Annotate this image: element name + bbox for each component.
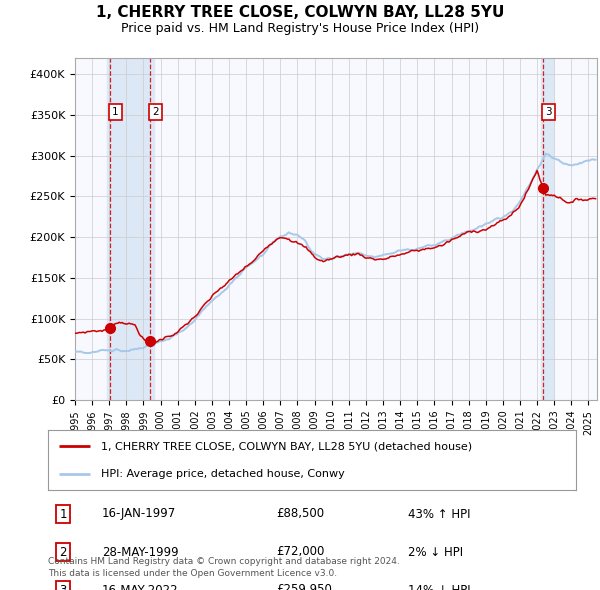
Text: 2% ↓ HPI: 2% ↓ HPI [408,546,463,559]
Text: 16-JAN-1997: 16-JAN-1997 [102,507,176,520]
Text: 1: 1 [59,507,67,520]
Text: HPI: Average price, detached house, Conwy: HPI: Average price, detached house, Conw… [101,469,344,479]
Text: 2: 2 [152,107,159,117]
Text: 1, CHERRY TREE CLOSE, COLWYN BAY, LL28 5YU (detached house): 1, CHERRY TREE CLOSE, COLWYN BAY, LL28 5… [101,441,472,451]
Text: £88,500: £88,500 [276,507,324,520]
Text: 16-MAY-2022: 16-MAY-2022 [102,584,179,590]
Text: £259,950: £259,950 [276,584,332,590]
Text: 43% ↑ HPI: 43% ↑ HPI [408,507,470,520]
Text: Price paid vs. HM Land Registry's House Price Index (HPI): Price paid vs. HM Land Registry's House … [121,22,479,35]
Text: 28-MAY-1999: 28-MAY-1999 [102,546,179,559]
Text: 3: 3 [59,584,67,590]
Text: 14% ↓ HPI: 14% ↓ HPI [408,584,470,590]
Bar [541,58,553,400]
Text: 1, CHERRY TREE CLOSE, COLWYN BAY, LL28 5YU: 1, CHERRY TREE CLOSE, COLWYN BAY, LL28 5… [96,5,504,20]
Text: Contains HM Land Registry data © Crown copyright and database right 2024.
This d: Contains HM Land Registry data © Crown c… [48,557,400,578]
Text: 1: 1 [112,107,119,117]
Text: 2: 2 [59,546,67,559]
Text: 3: 3 [545,107,552,117]
Bar [107,58,154,400]
Text: £72,000: £72,000 [276,546,325,559]
